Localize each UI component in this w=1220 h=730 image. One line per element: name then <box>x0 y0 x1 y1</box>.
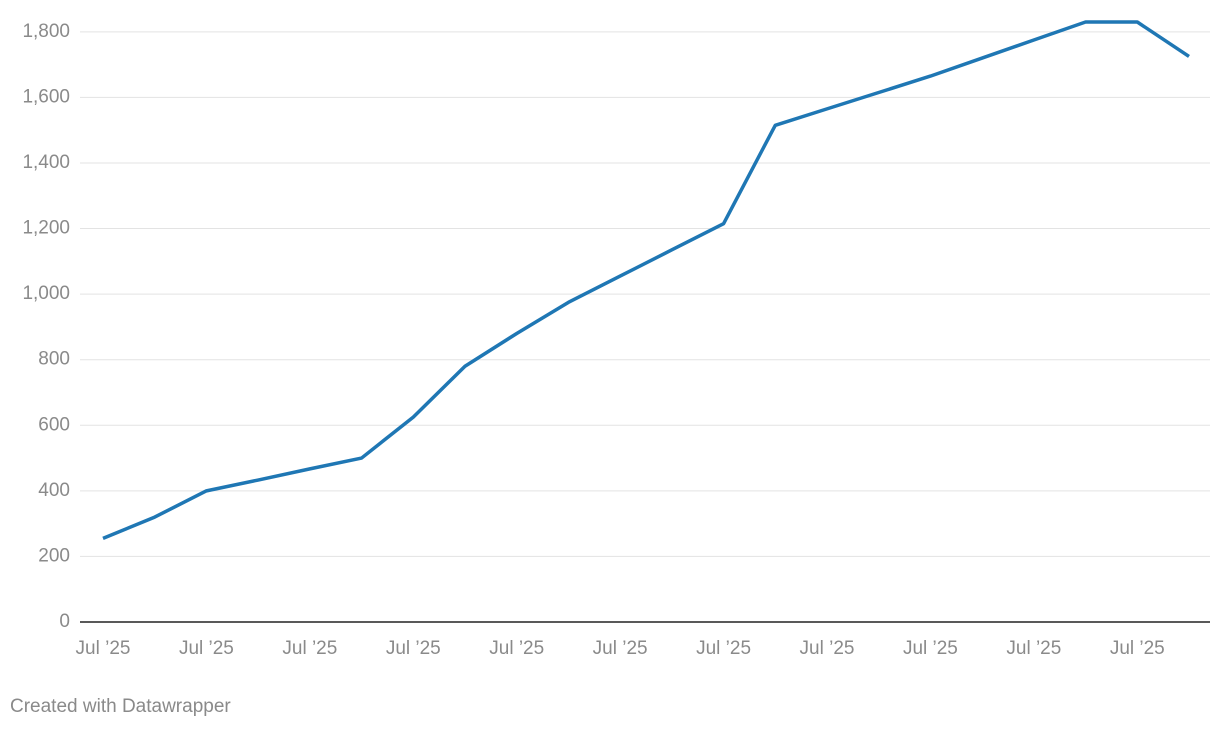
y-tick-label: 600 <box>38 414 70 435</box>
x-tick-label: Jul ’25 <box>1110 638 1165 659</box>
y-tick-label: 1,000 <box>22 283 70 304</box>
x-tick-label: Jul ’25 <box>282 638 337 659</box>
y-tick-label: 800 <box>38 349 70 370</box>
y-tick-label: 1,600 <box>22 86 70 107</box>
x-tick-label: Jul ’25 <box>696 638 751 659</box>
footer: Created with Datawrapper <box>10 696 231 717</box>
y-tick-label: 200 <box>38 545 70 566</box>
x-tick-label: Jul ’25 <box>386 638 441 659</box>
x-tick-label: Jul ’25 <box>1006 638 1061 659</box>
x-tick-label: Jul ’25 <box>593 638 648 659</box>
y-tick-label: 400 <box>38 480 70 501</box>
y-tick-label: 1,400 <box>22 152 70 173</box>
y-tick-label: 0 <box>59 611 70 632</box>
x-tick-label: Jul ’25 <box>800 638 855 659</box>
x-tick-label: Jul ’25 <box>76 638 131 659</box>
x-tick-label: Jul ’25 <box>179 638 234 659</box>
y-tick-label: 1,800 <box>22 21 70 42</box>
y-tick-label: 1,200 <box>22 218 70 239</box>
x-tick-label: Jul ’25 <box>903 638 958 659</box>
x-tick-label: Jul ’25 <box>489 638 544 659</box>
line <box>102 20 1190 541</box>
